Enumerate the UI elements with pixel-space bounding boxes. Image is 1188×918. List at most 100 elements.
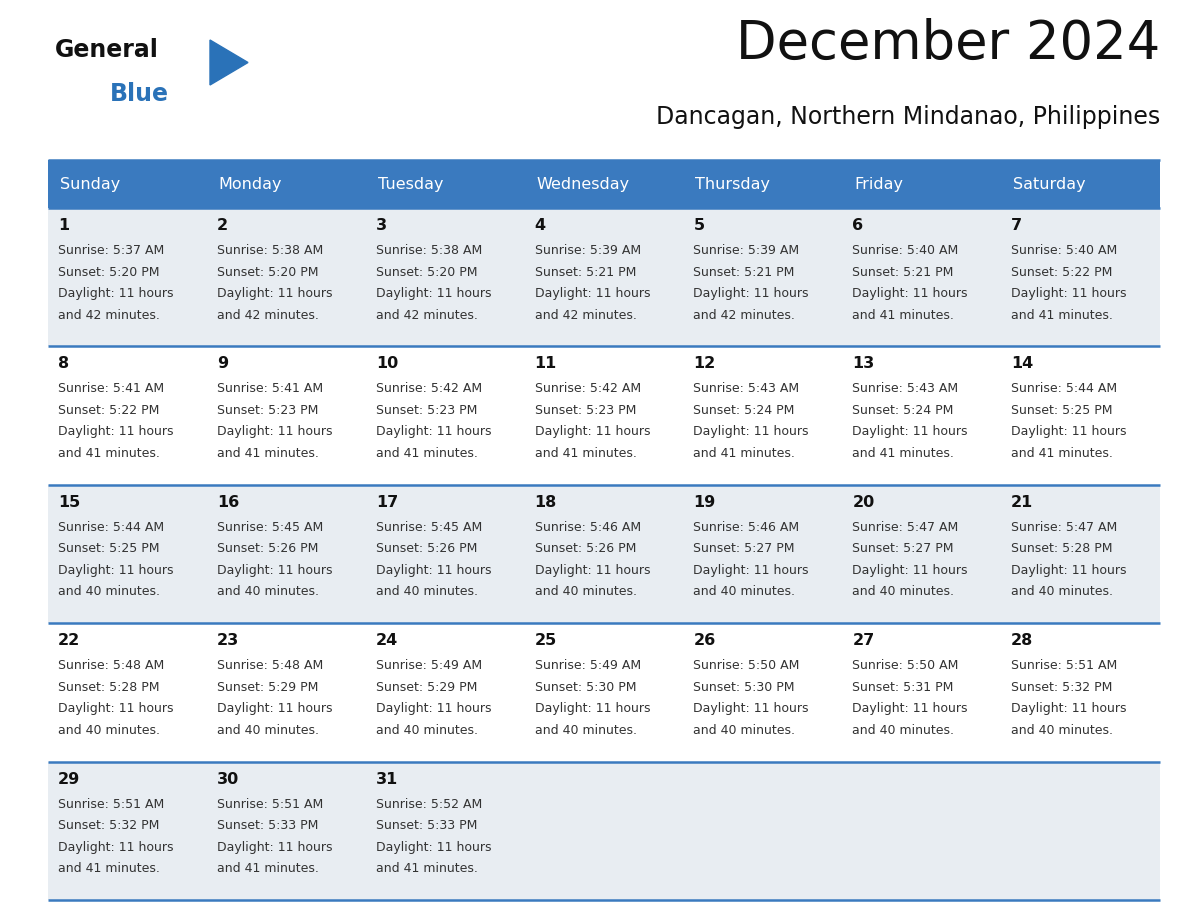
Text: Daylight: 11 hours: Daylight: 11 hours (694, 702, 809, 715)
Bar (1001, 762, 1159, 900)
Text: 15: 15 (58, 495, 81, 509)
Text: Daylight: 11 hours: Daylight: 11 hours (535, 287, 650, 300)
Bar (842, 623, 1001, 762)
Text: Daylight: 11 hours: Daylight: 11 hours (852, 564, 968, 577)
Text: Sunset: 5:21 PM: Sunset: 5:21 PM (694, 265, 795, 278)
Bar (1001, 346, 1159, 485)
Bar (207, 346, 366, 485)
Text: 1: 1 (58, 218, 69, 233)
Text: 23: 23 (217, 633, 239, 648)
Text: Monday: Monday (219, 176, 283, 192)
Text: Daylight: 11 hours: Daylight: 11 hours (535, 702, 650, 715)
Bar (48, 208, 207, 346)
Text: Sunrise: 5:48 AM: Sunrise: 5:48 AM (58, 659, 164, 672)
Text: Sunrise: 5:51 AM: Sunrise: 5:51 AM (1011, 659, 1118, 672)
Text: and 40 minutes.: and 40 minutes. (375, 586, 478, 599)
Text: and 40 minutes.: and 40 minutes. (217, 723, 318, 737)
Text: 30: 30 (217, 772, 239, 787)
Text: Sunset: 5:31 PM: Sunset: 5:31 PM (852, 681, 954, 694)
Text: Sunday: Sunday (61, 176, 120, 192)
Polygon shape (210, 40, 248, 85)
Text: Daylight: 11 hours: Daylight: 11 hours (1011, 564, 1126, 577)
Bar (366, 762, 525, 900)
Text: Daylight: 11 hours: Daylight: 11 hours (58, 841, 173, 854)
Text: and 41 minutes.: and 41 minutes. (535, 447, 637, 460)
Text: Sunset: 5:29 PM: Sunset: 5:29 PM (375, 681, 478, 694)
Text: Sunrise: 5:48 AM: Sunrise: 5:48 AM (217, 659, 323, 672)
Text: Daylight: 11 hours: Daylight: 11 hours (217, 287, 333, 300)
Text: 4: 4 (535, 218, 545, 233)
Bar (683, 623, 842, 762)
Text: and 41 minutes.: and 41 minutes. (375, 862, 478, 875)
Text: and 40 minutes.: and 40 minutes. (1011, 586, 1113, 599)
Text: and 42 minutes.: and 42 minutes. (694, 308, 795, 321)
Text: December 2024: December 2024 (735, 18, 1159, 70)
Text: and 41 minutes.: and 41 minutes. (1011, 308, 1113, 321)
Text: 12: 12 (694, 356, 715, 372)
Text: 14: 14 (1011, 356, 1034, 372)
Bar (48, 160, 207, 208)
Text: Daylight: 11 hours: Daylight: 11 hours (58, 287, 173, 300)
Text: Saturday: Saturday (1013, 176, 1086, 192)
Text: and 42 minutes.: and 42 minutes. (535, 308, 637, 321)
Text: 29: 29 (58, 772, 81, 787)
Text: and 40 minutes.: and 40 minutes. (217, 586, 318, 599)
Text: 31: 31 (375, 772, 398, 787)
Bar (842, 762, 1001, 900)
Text: and 41 minutes.: and 41 minutes. (852, 447, 954, 460)
Text: Sunrise: 5:52 AM: Sunrise: 5:52 AM (375, 798, 482, 811)
Text: Tuesday: Tuesday (378, 176, 443, 192)
Text: Sunrise: 5:40 AM: Sunrise: 5:40 AM (1011, 244, 1118, 257)
Text: Sunrise: 5:51 AM: Sunrise: 5:51 AM (217, 798, 323, 811)
Text: Daylight: 11 hours: Daylight: 11 hours (852, 425, 968, 439)
Text: Sunrise: 5:47 AM: Sunrise: 5:47 AM (1011, 521, 1118, 533)
Text: Sunrise: 5:43 AM: Sunrise: 5:43 AM (694, 383, 800, 396)
Text: Daylight: 11 hours: Daylight: 11 hours (1011, 702, 1126, 715)
Bar (842, 160, 1001, 208)
Text: 7: 7 (1011, 218, 1022, 233)
Text: 8: 8 (58, 356, 69, 372)
Text: Daylight: 11 hours: Daylight: 11 hours (375, 702, 491, 715)
Bar (207, 623, 366, 762)
Text: and 41 minutes.: and 41 minutes. (58, 862, 160, 875)
Text: and 40 minutes.: and 40 minutes. (58, 586, 160, 599)
Text: Sunset: 5:32 PM: Sunset: 5:32 PM (1011, 681, 1112, 694)
Text: 11: 11 (535, 356, 557, 372)
Text: Sunset: 5:25 PM: Sunset: 5:25 PM (58, 543, 159, 555)
Bar (207, 762, 366, 900)
Text: 17: 17 (375, 495, 398, 509)
Text: Dancagan, Northern Mindanao, Philippines: Dancagan, Northern Mindanao, Philippines (656, 105, 1159, 129)
Text: Sunset: 5:20 PM: Sunset: 5:20 PM (375, 265, 478, 278)
Text: Sunrise: 5:50 AM: Sunrise: 5:50 AM (694, 659, 800, 672)
Text: Daylight: 11 hours: Daylight: 11 hours (535, 564, 650, 577)
Bar (683, 485, 842, 623)
Text: Daylight: 11 hours: Daylight: 11 hours (217, 702, 333, 715)
Text: General: General (55, 38, 159, 62)
Text: Sunset: 5:24 PM: Sunset: 5:24 PM (694, 404, 795, 417)
Bar (207, 485, 366, 623)
Text: Daylight: 11 hours: Daylight: 11 hours (852, 702, 968, 715)
Text: 22: 22 (58, 633, 81, 648)
Text: 3: 3 (375, 218, 387, 233)
Bar (683, 346, 842, 485)
Text: and 42 minutes.: and 42 minutes. (217, 308, 318, 321)
Text: Sunrise: 5:42 AM: Sunrise: 5:42 AM (375, 383, 482, 396)
Text: Daylight: 11 hours: Daylight: 11 hours (375, 425, 491, 439)
Text: Sunrise: 5:43 AM: Sunrise: 5:43 AM (852, 383, 959, 396)
Text: Sunset: 5:21 PM: Sunset: 5:21 PM (535, 265, 636, 278)
Text: Sunrise: 5:38 AM: Sunrise: 5:38 AM (217, 244, 323, 257)
Bar (366, 485, 525, 623)
Bar (525, 485, 683, 623)
Bar (366, 346, 525, 485)
Text: Daylight: 11 hours: Daylight: 11 hours (58, 564, 173, 577)
Text: Sunset: 5:33 PM: Sunset: 5:33 PM (217, 819, 318, 832)
Text: Daylight: 11 hours: Daylight: 11 hours (852, 287, 968, 300)
Bar (683, 160, 842, 208)
Text: Daylight: 11 hours: Daylight: 11 hours (58, 425, 173, 439)
Text: and 40 minutes.: and 40 minutes. (58, 723, 160, 737)
Text: Sunrise: 5:51 AM: Sunrise: 5:51 AM (58, 798, 164, 811)
Text: Daylight: 11 hours: Daylight: 11 hours (217, 564, 333, 577)
Bar (683, 208, 842, 346)
Text: Sunset: 5:20 PM: Sunset: 5:20 PM (217, 265, 318, 278)
Bar (48, 346, 207, 485)
